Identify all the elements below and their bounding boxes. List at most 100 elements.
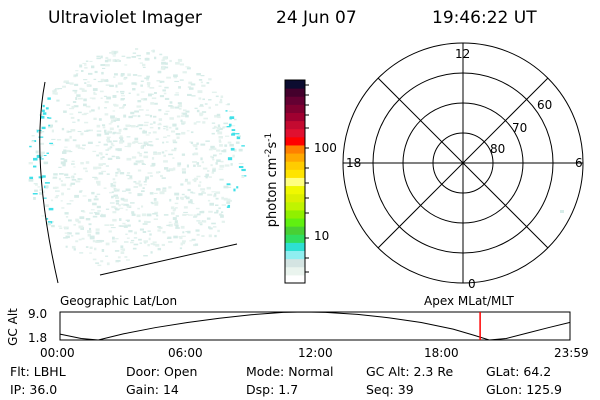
image-pixel (67, 131, 72, 133)
image-pixel (168, 168, 174, 172)
image-pixel (218, 127, 223, 131)
image-pixel (173, 217, 176, 220)
image-pixel (149, 123, 153, 125)
image-pixel (85, 105, 90, 108)
image-pixel (215, 103, 219, 106)
image-pixel (169, 126, 172, 129)
image-pixel (191, 238, 196, 241)
image-pixel (179, 79, 184, 81)
image-pixel (75, 232, 80, 235)
image-pixel (216, 149, 221, 152)
image-pixel (197, 90, 203, 94)
image-pixel (560, 210, 564, 213)
image-pixel (52, 186, 57, 190)
image-pixel (132, 88, 136, 91)
image-pixel (69, 82, 74, 85)
image-pixel (161, 59, 165, 62)
image-pixel (69, 200, 74, 202)
image-pixel (81, 88, 85, 91)
image-pixel (159, 80, 165, 83)
image-pixel (162, 187, 167, 190)
image-pixel (193, 177, 198, 181)
image-pixel (185, 114, 189, 118)
image-pixel (63, 159, 68, 163)
image-pixel (146, 52, 150, 55)
image-pixel (114, 73, 118, 76)
image-pixel (199, 223, 203, 226)
image-pixel (175, 133, 181, 136)
image-pixel (111, 119, 114, 123)
image-pixel (178, 86, 181, 89)
image-pixel (136, 93, 140, 96)
image-pixel (51, 221, 54, 223)
image-pixel (112, 140, 118, 142)
image-pixel (55, 190, 60, 192)
image-pixel (220, 215, 224, 218)
image-pixel (226, 201, 231, 204)
image-pixel (107, 157, 113, 160)
info-gcalt: GC Alt: 2.3 Re (366, 365, 453, 379)
image-pixel (198, 221, 203, 224)
image-pixel (42, 109, 45, 113)
image-pixel (221, 211, 224, 214)
image-pixel (179, 63, 185, 66)
image-pixel (126, 56, 131, 59)
image-pixel (152, 213, 157, 215)
image-pixel (89, 237, 95, 240)
image-pixel (196, 121, 201, 123)
image-pixel (171, 149, 177, 152)
image-pixel (122, 199, 127, 202)
image-pixel (172, 139, 176, 142)
image-pixel (218, 214, 224, 216)
image-pixel (147, 84, 150, 88)
info-key: Seq: (366, 382, 398, 397)
image-pixel (216, 127, 221, 129)
image-pixel (205, 173, 209, 177)
image-pixel (39, 188, 43, 191)
image-pixel (166, 237, 169, 240)
info-key: Flt: (10, 364, 34, 379)
image-pixel (36, 129, 41, 131)
image-pixel (193, 214, 198, 218)
image-pixel (66, 104, 71, 106)
image-pixel (149, 114, 153, 118)
image-pixel (101, 170, 106, 173)
image-pixel (58, 166, 62, 168)
image-pixel (61, 207, 65, 209)
unit-text: photon cm (265, 157, 281, 228)
image-pixel (87, 230, 92, 234)
image-pixel (200, 157, 203, 161)
limb-line (39, 81, 59, 284)
image-pixel (119, 225, 124, 227)
image-pixel (115, 118, 120, 121)
image-pixel (97, 166, 102, 169)
image-pixel (163, 128, 166, 130)
image-pixel (160, 68, 165, 70)
image-pixel (142, 130, 147, 134)
image-pixel (52, 90, 58, 92)
image-pixel (142, 98, 148, 101)
image-pixel (52, 92, 55, 95)
image-pixel (196, 220, 201, 222)
image-pixel (163, 214, 169, 216)
image-pixel (108, 123, 112, 125)
image-pixel (153, 218, 158, 220)
image-pixel (186, 164, 189, 168)
image-pixel (136, 54, 141, 57)
image-pixel (189, 199, 193, 202)
gc-alt-line (59, 311, 570, 341)
image-pixel (232, 132, 236, 135)
image-pixel (92, 258, 97, 261)
image-pixel (115, 84, 118, 88)
image-pixel (128, 192, 132, 194)
image-pixel (76, 73, 79, 75)
image-pixel (235, 133, 240, 135)
image-pixel (113, 181, 117, 184)
image-pixel (56, 139, 62, 141)
image-pixel (228, 110, 234, 112)
image-pixel (216, 113, 221, 117)
info-dsp: Dsp: 1.7 (246, 383, 298, 397)
image-pixel (77, 119, 80, 122)
image-pixel (181, 153, 186, 156)
